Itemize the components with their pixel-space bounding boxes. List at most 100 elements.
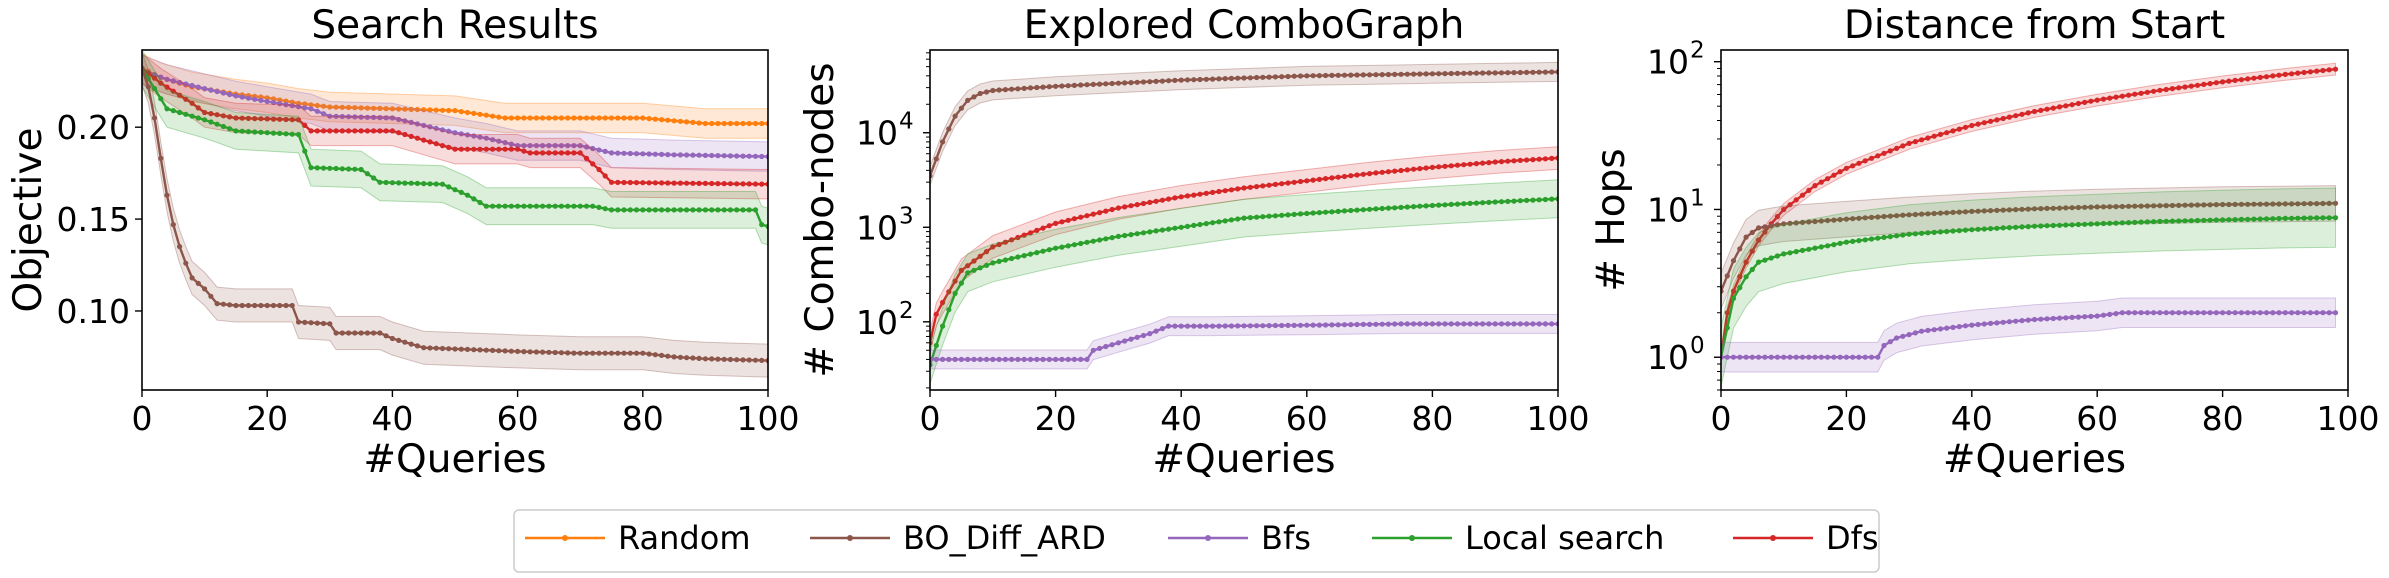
marker xyxy=(646,351,652,357)
marker xyxy=(1950,128,1956,134)
marker xyxy=(1492,70,1498,76)
marker xyxy=(1197,323,1203,329)
marker xyxy=(264,130,270,136)
marker xyxy=(1078,356,1084,362)
marker xyxy=(1053,356,1059,362)
x-tick-label: 20 xyxy=(1035,399,1077,438)
marker xyxy=(2038,223,2044,229)
marker xyxy=(690,180,696,186)
x-tick-label: 0 xyxy=(132,399,153,438)
marker xyxy=(1254,74,1260,81)
marker xyxy=(958,105,965,111)
marker xyxy=(1806,187,1812,193)
marker xyxy=(615,207,621,213)
marker xyxy=(1894,335,1900,341)
marker xyxy=(571,350,577,356)
marker xyxy=(389,335,395,342)
marker xyxy=(652,207,658,213)
marker xyxy=(521,203,527,209)
marker xyxy=(1981,226,1987,232)
marker xyxy=(1900,212,1906,218)
marker xyxy=(227,302,233,308)
marker xyxy=(1392,71,1398,77)
marker xyxy=(2057,222,2063,228)
marker xyxy=(1887,148,1893,154)
marker xyxy=(740,120,746,127)
marker xyxy=(2019,318,2025,324)
marker xyxy=(646,116,652,122)
marker xyxy=(1919,230,1925,236)
marker xyxy=(208,87,214,93)
marker xyxy=(2132,310,2138,316)
marker xyxy=(1454,201,1461,207)
marker xyxy=(1806,246,1812,252)
marker xyxy=(2295,215,2301,221)
marker xyxy=(446,346,452,352)
marker xyxy=(1166,323,1172,329)
marker xyxy=(1448,163,1454,169)
marker xyxy=(721,181,727,187)
marker xyxy=(452,346,458,352)
marker xyxy=(1850,163,1856,169)
marker xyxy=(709,207,715,213)
marker xyxy=(696,152,702,158)
marker xyxy=(1153,78,1159,84)
marker xyxy=(1040,84,1046,90)
marker xyxy=(983,89,990,95)
marker xyxy=(1109,80,1115,87)
marker xyxy=(183,111,189,117)
marker xyxy=(958,267,965,273)
marker xyxy=(1461,321,1467,327)
marker xyxy=(158,155,164,161)
marker xyxy=(252,96,258,102)
marker xyxy=(1247,323,1253,329)
marker xyxy=(2270,310,2276,316)
marker xyxy=(946,356,952,362)
legend-label: Dfs xyxy=(1826,519,1879,557)
marker xyxy=(214,301,220,307)
marker xyxy=(640,207,646,213)
marker xyxy=(2138,310,2144,316)
marker xyxy=(583,155,590,161)
marker xyxy=(389,106,395,112)
marker xyxy=(2100,312,2107,318)
marker xyxy=(2245,310,2251,316)
marker xyxy=(1417,321,1423,327)
marker xyxy=(408,180,414,186)
legend-item-bfs: Bfs xyxy=(1168,519,1311,557)
marker xyxy=(1511,70,1517,76)
marker xyxy=(327,321,333,327)
marker xyxy=(690,119,696,125)
marker xyxy=(295,117,302,123)
marker xyxy=(1404,167,1410,173)
marker xyxy=(990,356,996,362)
marker xyxy=(496,203,502,209)
marker xyxy=(2332,200,2339,206)
marker xyxy=(214,121,220,127)
marker xyxy=(1159,197,1165,203)
marker xyxy=(1756,225,1762,231)
legend-label: Bfs xyxy=(1261,519,1311,557)
marker xyxy=(2132,203,2138,209)
marker xyxy=(1122,204,1128,210)
series-line-bfs xyxy=(930,322,1558,361)
marker xyxy=(665,180,671,186)
marker xyxy=(571,150,577,156)
marker xyxy=(1981,321,1987,327)
marker xyxy=(371,105,377,111)
marker xyxy=(2314,201,2320,207)
marker xyxy=(371,114,377,120)
x-tick-label: 40 xyxy=(1160,399,1202,438)
marker xyxy=(364,171,370,177)
marker xyxy=(752,120,759,127)
marker xyxy=(633,115,640,121)
marker xyxy=(1084,213,1090,219)
marker xyxy=(615,115,621,121)
marker xyxy=(1027,356,1034,362)
marker xyxy=(433,107,439,113)
marker xyxy=(1937,210,1944,216)
marker xyxy=(283,131,289,137)
marker xyxy=(1454,321,1461,327)
marker xyxy=(1097,237,1103,243)
marker xyxy=(1241,215,1247,221)
